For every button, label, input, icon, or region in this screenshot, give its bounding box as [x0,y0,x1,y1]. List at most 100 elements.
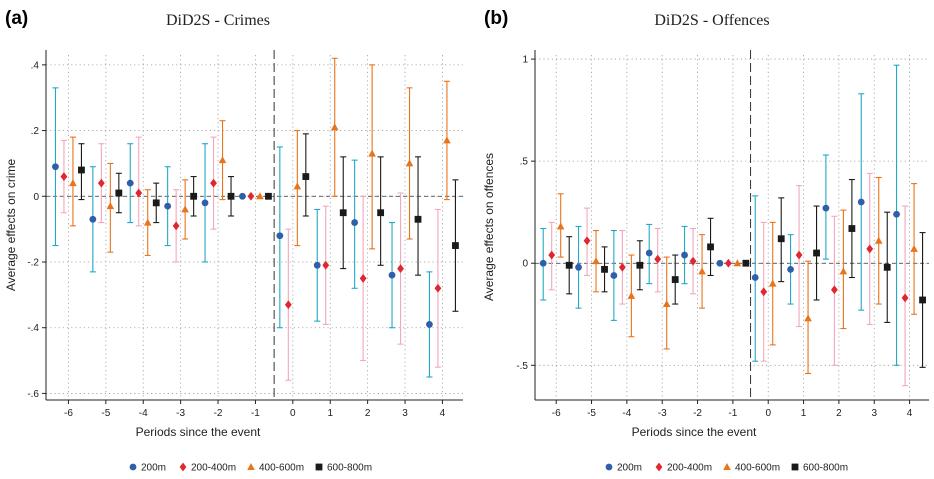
panel-b-series-3-point-1 [601,265,608,273]
panel-b-series-1-point-7 [795,250,803,260]
panel-a-series-1-point-1 [97,178,105,188]
panel-b-series-3-point-3 [671,276,679,283]
panel-a-legend-label-3: 600-800m [327,463,372,474]
panel-b-legend: 200m 200-400m 400-600m 600-800m [605,462,848,474]
panel-a-xtick-label-1: -5 [101,408,110,419]
panel-b-series-1-point-6 [760,287,768,297]
panel-b-series-1-point-10 [901,293,909,303]
panel-b-xtick-label-4: -2 [693,408,702,419]
panel-a-series-0-point-6 [276,232,284,240]
panel-a-series-3-point-3 [190,192,198,200]
panel-b-legend-marker-3 [791,463,799,471]
panel-b-series-3-point-8 [848,225,856,232]
panel-a-series-2-point-10 [443,136,451,144]
panel-b-series-0-point-3 [645,249,653,257]
panel-b-series-2-point-0 [556,222,565,230]
panel-a-series-3-point-10 [452,242,459,249]
panel-b-series-0-point-2 [610,272,618,279]
panel-a-xtick-label-6: 0 [290,408,296,419]
panel-a-series-1-point-6 [284,300,292,310]
panel-b-label: (b) [484,8,508,29]
panel-a-series-0-point-10 [426,321,433,328]
panel-a-xtick-label-10: 4 [440,408,446,419]
panel-a-series-2-point-2 [143,218,152,226]
panel-a-legend: 200m 200-400m 400-600m 600-800m [129,463,372,474]
panel-b-ylabel: Average effects on offences [482,153,496,301]
panel-b-xtick-label-1: -5 [587,408,596,419]
panel-b-series-1-point-1 [583,236,591,246]
panel-a-series-1-point-4 [210,178,217,188]
panel-a-label: (a) [5,8,28,29]
panel-a-series-3-point-2 [152,199,160,207]
panel-b-ytick-label-2: .5 [520,157,529,168]
panel-a-series-3-point-9 [414,215,422,223]
panel-b-legend-marker-0 [605,463,613,471]
panel-b-xtick-label-0: -6 [552,408,561,419]
panel-a-legend-label-1: 200-400m [191,463,236,474]
panel-b-xtick-label-5: -1 [728,408,737,419]
panel-b-series-2-point-10 [910,244,918,252]
panel-a-series-2-point-5 [256,192,264,200]
panel-a-series-3-point-4 [227,192,235,200]
panel-b-series-2-point-1 [592,257,600,265]
panel-b-letter: b [490,8,502,29]
panel-a-legend-marker-0 [129,463,137,471]
panel-b-xtick-label-8: 2 [836,408,842,419]
panel-a-series-3-point-6 [302,173,310,180]
panel-b-series-1-point-5 [724,258,732,268]
panel-b-plot: -.5 0 .5 1 -6 -5 -4 -3 -2 -1 0 1 2 3 4 [516,50,929,419]
panel-b-xtick-label-7: 1 [801,408,807,419]
panel-a-series-3-point-5 [265,192,272,200]
panel-a-xlabel: Periods since the event [136,425,261,439]
panel-b-legend-label-1: 200-400m [667,463,712,474]
panel-a-ytick-label-0: -.6 [27,389,39,400]
panel-b-legend-label-0: 200m [617,463,642,474]
panel-a-letter: a [11,8,22,29]
panel-a-series-0-point-0 [52,163,59,171]
panel-b-series-2-point-4 [698,267,706,275]
panel-b-series-3-point-5 [742,259,750,267]
panel-b-legend-marker-1 [655,462,663,472]
panel-b-series-2-point-7 [804,314,812,322]
panel-a-ytick-label-4: .2 [31,126,40,137]
panel-a-series-0-point-7 [313,261,321,269]
panel-a-series-2-point-0 [69,179,77,187]
panel-a-series-0 [52,87,433,378]
panel-b-title: DiD2S - Offences [654,12,769,29]
panel-a-series-1-point-0 [60,172,68,181]
panel-a-series-2-point-8 [368,149,376,157]
panel-b-series-1 [548,172,909,387]
panel-a-series-0-point-4 [201,199,209,207]
panel-b-series-1-point-4 [689,256,697,266]
panel-a-series-1 [60,136,442,381]
panel-a-series-0-point-3 [164,202,172,210]
panel-a-xtick-label-5: -1 [251,408,260,419]
panel-b-series-1-point-2 [618,262,626,272]
panel-b-xtick-label-2: -4 [622,408,631,419]
panel-b-series-3-point-10 [919,296,926,304]
panel-a-series-0-point-1 [89,215,97,223]
panel-b-series-0-point-4 [681,251,688,259]
panel-a-ylabel: Average effects on crime [4,159,18,292]
panel-b-series-3-point-7 [813,249,820,257]
panel-a-plot: -.6 -.4 -.2 0 .2 .4 -6 -5 -4 -3 -2 -1 0 1 2 3 4 [27,50,463,419]
panel-a-series-3-point-0 [78,166,85,174]
panel-b-series-3-point-2 [636,261,644,269]
panel-a-xtick-label-3: -3 [176,408,185,419]
panel-a-series-3-point-1 [115,189,123,197]
panel-b-series-3-point-9 [883,263,891,271]
panel-a-series-1-point-8 [359,274,367,283]
panel-a-series-1-point-9 [397,264,404,273]
panel-a-series-3-point-7 [339,209,347,217]
panel-b-xtick-label-6: 0 [765,408,771,419]
panel-a-series-0-point-8 [351,219,359,226]
panel-b-xtick-label-10: 4 [907,408,913,419]
panel-b-series-0-point-5 [716,259,724,267]
panel-a-series-1-point-5 [247,191,255,201]
panel-a-xtick-label-0: -6 [64,408,73,419]
panel-a-series-1-point-7 [322,260,330,270]
panel-b-legend-label-2: 400-600m [735,463,780,474]
panel-offences: (b) DiD2S - Offences Periods since the e… [482,8,929,474]
panel-a-title: DiD2S - Crimes [166,12,270,29]
